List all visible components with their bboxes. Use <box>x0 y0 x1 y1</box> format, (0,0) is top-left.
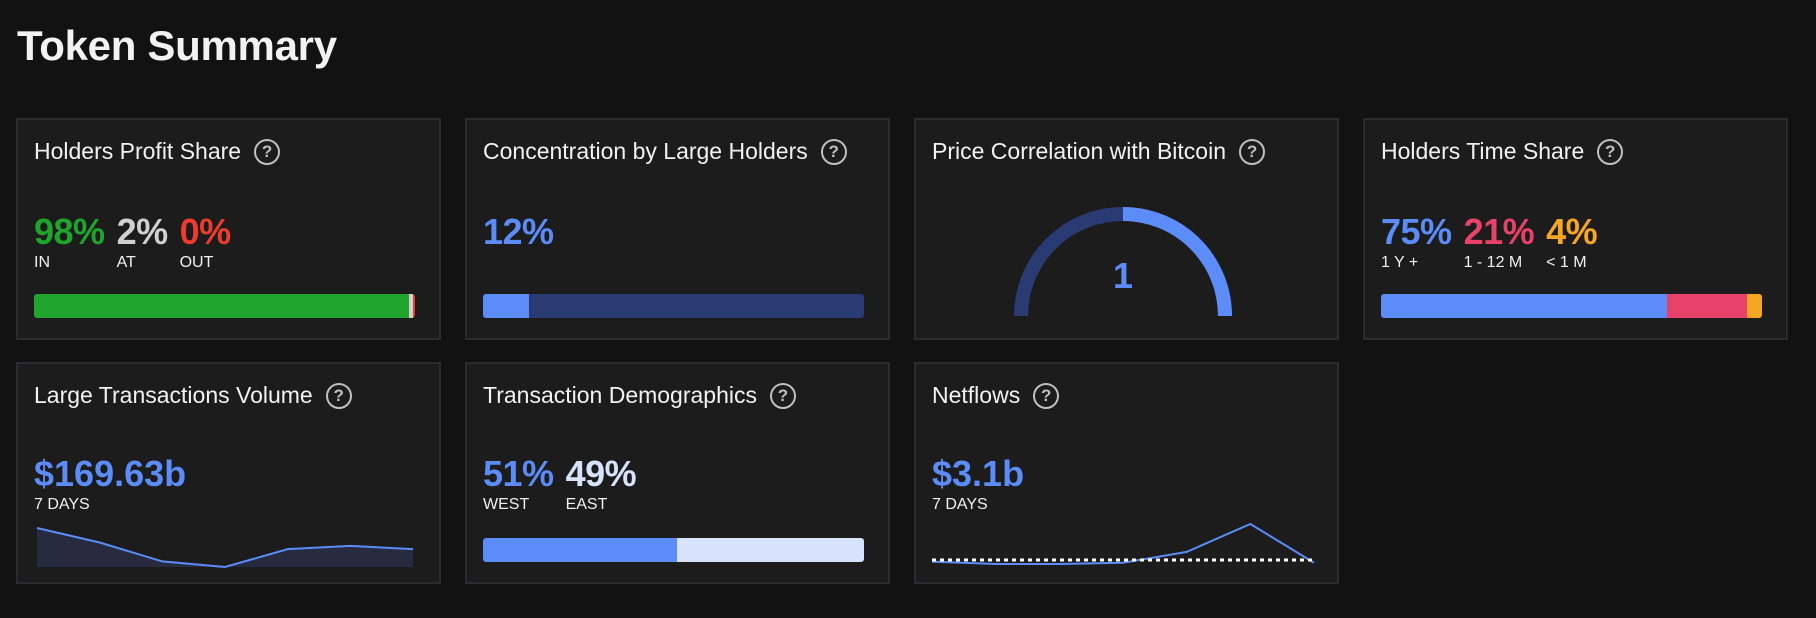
help-icon[interactable]: ? <box>325 382 352 409</box>
help-icon[interactable]: ? <box>820 138 847 165</box>
stat-value: 51% <box>483 453 554 494</box>
netflows-sparkline <box>931 522 1315 565</box>
help-icon[interactable]: ? <box>1597 138 1624 165</box>
card-holders-profit-share: Holders Profit Share ? 98% IN 2% AT 0% O… <box>16 118 441 340</box>
stat-label: 1 - 12 M <box>1463 254 1523 271</box>
stat-label: < 1 M <box>1546 254 1587 271</box>
large-tx-sparkline <box>36 527 414 569</box>
stat-value: 98% <box>34 211 105 252</box>
demographics-bar <box>483 538 864 562</box>
card-title: Large Transactions Volume <box>34 382 313 408</box>
bar-segment-large-holders <box>483 294 529 318</box>
stat-under-1m: 4% < 1 M <box>1546 211 1598 272</box>
stat-label: OUT <box>179 254 214 271</box>
sparkline-area <box>37 528 413 567</box>
stat-out: 0% OUT <box>179 211 232 272</box>
stat-value: 75% <box>1381 211 1452 252</box>
stat-west: 51% WEST <box>483 454 554 514</box>
card-holders-time-share: Holders Time Share ? 75% 1 Y + 21% 1 - 1… <box>1363 118 1788 340</box>
card-title: Transaction Demographics <box>483 382 757 408</box>
time-share-bar <box>1381 294 1762 318</box>
sparkline-line <box>36 527 414 569</box>
bar-segment-at <box>408 294 413 318</box>
help-icon[interactable]: ? <box>1239 138 1266 165</box>
card-netflows: Netflows ? $3.1b 7 DAYS <box>914 362 1339 584</box>
netflows-value-block: $3.1b 7 DAYS <box>932 454 1024 514</box>
stat-value: 4% <box>1546 211 1598 252</box>
time-stats: 75% 1 Y + 21% 1 - 12 M 4% < 1 M <box>1381 212 1609 272</box>
help-icon[interactable]: ? <box>254 138 281 165</box>
large-tx-value: $169.63b <box>34 453 187 494</box>
card-title: Concentration by Large Holders <box>483 138 808 164</box>
page-title: Token Summary <box>17 22 337 69</box>
demographics-stats: 51% WEST 49% EAST <box>483 454 648 514</box>
card-concentration: Concentration by Large Holders ? 12% <box>465 118 890 340</box>
large-tx-value-block: $169.63b 7 DAYS <box>34 454 186 514</box>
profit-stats: 98% IN 2% AT 0% OUT <box>34 212 243 272</box>
bar-segment-out <box>412 294 415 318</box>
gauge-value: 1 <box>1113 255 1133 296</box>
help-icon[interactable]: ? <box>770 382 796 409</box>
stat-label: AT <box>116 254 136 271</box>
stat-1-12m: 21% 1 - 12 M <box>1464 212 1535 272</box>
stat-value: 0% <box>179 211 232 252</box>
bar-segment-1y-plus <box>1381 294 1667 318</box>
gauge-fill <box>1122 207 1232 317</box>
sparkline-line <box>931 522 1315 565</box>
card-title: Netflows <box>932 382 1021 408</box>
concentration-bar <box>483 294 864 318</box>
card-transaction-demographics: Transaction Demographics ? 51% WEST 49% … <box>465 362 890 584</box>
concentration-stats: 12% <box>483 212 566 252</box>
stat-label: EAST <box>565 496 608 513</box>
stat-east: 49% EAST <box>566 454 637 514</box>
stat-at: 2% AT <box>116 211 169 272</box>
help-icon[interactable]: ? <box>1033 382 1060 409</box>
stat-value: 21% <box>1463 211 1535 252</box>
card-large-transactions: Large Transactions Volume ? $169.63b 7 D… <box>16 362 441 584</box>
stat-value: 49% <box>565 453 637 494</box>
large-tx-period: 7 DAYS <box>34 496 90 513</box>
profit-share-bar <box>34 294 415 318</box>
netflows-value: $3.1b <box>932 453 1025 494</box>
bar-segment-east <box>677 538 864 562</box>
correlation-gauge: 1 <box>1014 207 1232 317</box>
bar-segment-1-12m <box>1666 294 1747 318</box>
card-price-correlation: Price Correlation with Bitcoin ? 1 <box>914 118 1339 340</box>
bar-segment-west <box>483 538 678 562</box>
stat-in: 98% IN <box>34 212 105 272</box>
stat-label: IN <box>34 254 50 271</box>
card-title: Holders Time Share <box>1381 138 1585 164</box>
stat-label: 1 Y + <box>1381 254 1419 271</box>
stat-value: 2% <box>116 211 169 252</box>
bar-segment-in <box>34 294 409 318</box>
bar-segment-under-1m <box>1746 294 1762 318</box>
card-title: Holders Profit Share <box>34 138 242 164</box>
netflows-period: 7 DAYS <box>932 496 988 513</box>
card-title: Price Correlation with Bitcoin <box>932 138 1227 164</box>
stat-1y-plus: 75% 1 Y + <box>1381 212 1452 272</box>
stat-concentration: 12% <box>483 212 554 252</box>
stat-label: WEST <box>483 496 530 513</box>
stat-value: 12% <box>483 211 554 252</box>
